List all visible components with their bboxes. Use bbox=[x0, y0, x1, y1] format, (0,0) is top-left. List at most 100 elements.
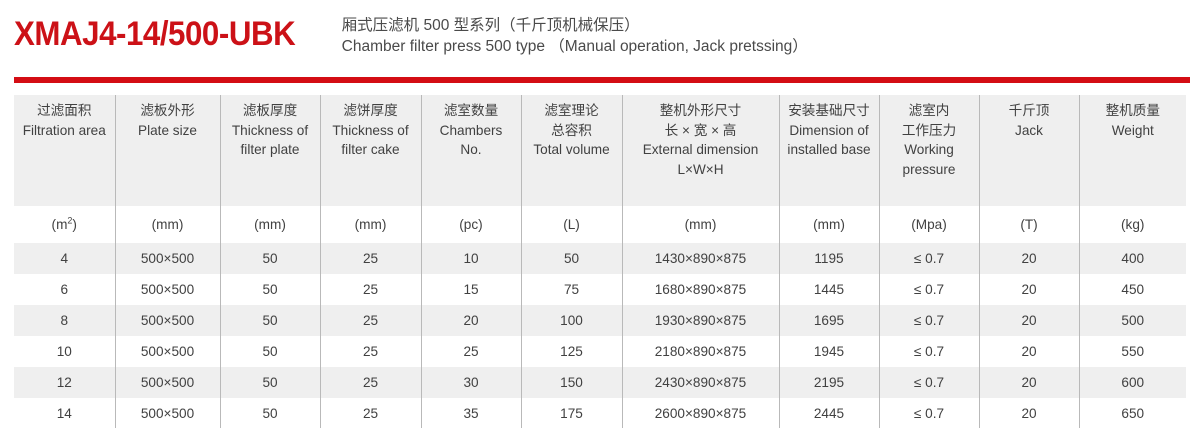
table-row: 8 500×500 50 25 20 100 1930×890×875 1695 ≤ 0.7 20… bbox=[14, 305, 1186, 336]
table-cell-c4: 10 bbox=[421, 243, 522, 274]
column-unit-6: (mm) bbox=[622, 206, 780, 243]
table-row: 6 500×500 50 25 15 75 1680×890×875 1445 ≤ 0.7 20 4… bbox=[14, 274, 1186, 305]
column-unit-0: (m2) bbox=[14, 206, 116, 243]
table-cell-c7: 1445 bbox=[779, 274, 880, 305]
table-cell-c1: 500×500 bbox=[115, 243, 221, 274]
table-body: 4 500×500 50 25 10 50 1430×890×875 1195 ≤ 0.7 20 4… bbox=[14, 243, 1186, 428]
column-header-cn: 滤饼厚度 bbox=[343, 103, 398, 118]
table-cell-c9: 20 bbox=[979, 398, 1080, 428]
table-cell-c0: 12 bbox=[14, 367, 116, 398]
table-cell-c6: 2430×890×875 bbox=[622, 367, 780, 398]
column-unit-9: (T) bbox=[979, 206, 1080, 243]
column-unit-7: (mm) bbox=[779, 206, 880, 243]
table-cell-c5: 100 bbox=[521, 305, 623, 336]
column-header-cn: 滤板厚度 bbox=[242, 103, 298, 118]
table-cell-c5: 125 bbox=[521, 336, 623, 367]
product-title-cn: 厢式压滤机 500 型系列（千斤顶机械保压） bbox=[341, 17, 640, 34]
column-header-en-line: 总容积 bbox=[551, 122, 592, 138]
table-cell-c7: 1945 bbox=[779, 336, 880, 367]
table-cell-c5: 75 bbox=[521, 274, 623, 305]
specification-table: 过滤面积 Filtration area 滤板外形 Plate size 滤板厚度 Thi… bbox=[14, 95, 1186, 428]
column-header-en-line: L×W×H bbox=[677, 161, 724, 177]
column-unit-8: (Mpa) bbox=[879, 206, 980, 243]
table-cell-c3: 25 bbox=[320, 274, 422, 305]
table-cell-c10: 500 bbox=[1079, 305, 1186, 336]
table-cell-c5: 175 bbox=[521, 398, 623, 428]
table-cell-c9: 20 bbox=[979, 367, 1080, 398]
table-cell-c1: 500×500 bbox=[115, 274, 221, 305]
table-cell-c6: 1680×890×875 bbox=[622, 274, 780, 305]
column-header-en-line: Filtration area bbox=[22, 122, 106, 138]
table-cell-c9: 20 bbox=[979, 274, 1080, 305]
column-header-en-line: pressure bbox=[902, 161, 956, 177]
product-title-block: 厢式压滤机 500 型系列（千斤顶机械保压） Chamber filter pr… bbox=[342, 12, 808, 57]
column-header-en-line: 长 × 宽 × 高 bbox=[664, 122, 737, 138]
column-header-2: 滤板厚度 Thickness of filter plate bbox=[220, 95, 321, 206]
table-cell-c1: 500×500 bbox=[115, 305, 221, 336]
column-header-en-line: Plate size bbox=[138, 122, 197, 138]
column-header-3: 滤饼厚度 Thickness of filter cake bbox=[320, 95, 422, 206]
column-header-cn: 安装基础尺寸 bbox=[788, 103, 870, 118]
column-unit-10: (kg) bbox=[1079, 206, 1186, 243]
table-cell-c4: 30 bbox=[421, 367, 522, 398]
table-cell-c10: 450 bbox=[1079, 274, 1186, 305]
table-cell-c7: 2445 bbox=[779, 398, 880, 428]
column-unit-2: (mm) bbox=[220, 206, 321, 243]
column-header-en-line: No. bbox=[460, 142, 482, 157]
table-cell-c4: 20 bbox=[421, 305, 522, 336]
column-unit-1: (mm) bbox=[115, 206, 221, 243]
table-cell-c10: 600 bbox=[1079, 367, 1186, 398]
table-cell-c10: 650 bbox=[1079, 398, 1186, 428]
table-cell-c5: 150 bbox=[521, 367, 623, 398]
column-header-cn: 滤室理论 bbox=[544, 103, 599, 118]
table-cell-c6: 1930×890×875 bbox=[622, 305, 780, 336]
column-header-cn: 千斤顶 bbox=[1008, 103, 1050, 118]
table-cell-c6: 2180×890×875 bbox=[622, 336, 780, 367]
product-header: XMAJ4-14/500-UBK 厢式压滤机 500 型系列（千斤顶机械保压） … bbox=[14, 12, 1190, 64]
column-unit-3: (mm) bbox=[320, 206, 422, 243]
column-header-8: 滤室内 工作压力 Working pressure bbox=[879, 95, 980, 206]
column-header-9: 千斤顶 Jack bbox=[979, 95, 1080, 206]
table-head: 过滤面积 Filtration area 滤板外形 Plate size 滤板厚度 Thi… bbox=[14, 95, 1186, 243]
table-cell-c2: 50 bbox=[220, 305, 321, 336]
table-cell-c8: ≤ 0.7 bbox=[879, 367, 980, 398]
column-header-en-line: External dimension bbox=[642, 142, 759, 157]
column-header-1: 滤板外形 Plate size bbox=[115, 95, 221, 206]
column-header-7: 安装基础尺寸 Dimension of installed base bbox=[779, 95, 880, 206]
column-header-10: 整机质量 Weight bbox=[1079, 95, 1186, 206]
header-red-rule bbox=[14, 77, 1190, 83]
table-cell-c2: 50 bbox=[220, 336, 321, 367]
table-cell-c3: 25 bbox=[320, 336, 422, 367]
column-unit-5: (L) bbox=[521, 206, 623, 243]
table-cell-c2: 50 bbox=[220, 367, 321, 398]
table-row: 14 500×500 50 25 35 175 2600×890×875 2445 ≤ 0.7 2… bbox=[14, 398, 1186, 428]
column-header-cn: 滤板外形 bbox=[140, 103, 195, 118]
table-cell-c2: 50 bbox=[220, 274, 321, 305]
table-cell-c7: 1695 bbox=[779, 305, 880, 336]
column-header-en-line: Chambers bbox=[439, 122, 503, 138]
table-cell-c1: 500×500 bbox=[115, 336, 221, 367]
table-cell-c5: 50 bbox=[521, 243, 623, 274]
column-header-en-line: filter plate bbox=[240, 142, 300, 157]
column-header-en-line: Dimension of bbox=[789, 122, 869, 138]
column-header-0: 过滤面积 Filtration area bbox=[14, 95, 116, 206]
table-cell-c0: 4 bbox=[14, 243, 116, 274]
model-code: XMAJ4-14/500-UBK bbox=[14, 15, 296, 53]
column-header-cn: 整机外形尺寸 bbox=[659, 103, 742, 118]
table-cell-c3: 25 bbox=[320, 398, 422, 428]
table-cell-c8: ≤ 0.7 bbox=[879, 398, 980, 428]
column-header-5: 滤室理论总容积 Total volume bbox=[521, 95, 623, 206]
table-header-row: 过滤面积 Filtration area 滤板外形 Plate size 滤板厚度 Thi… bbox=[14, 95, 1186, 206]
table-cell-c7: 1195 bbox=[779, 243, 880, 274]
column-header-6: 整机外形尺寸长 × 宽 × 高 External dimension L×W×H bbox=[622, 95, 780, 206]
column-header-4: 滤室数量 Chambers No. bbox=[421, 95, 522, 206]
column-header-en-line: Total volume bbox=[533, 142, 610, 157]
column-header-en-line: Thickness of bbox=[231, 122, 309, 138]
table-cell-c2: 50 bbox=[220, 243, 321, 274]
table-cell-c2: 50 bbox=[220, 398, 321, 428]
table-cell-c4: 25 bbox=[421, 336, 522, 367]
table-cell-c0: 14 bbox=[14, 398, 116, 428]
table-cell-c8: ≤ 0.7 bbox=[879, 305, 980, 336]
table-cell-c0: 10 bbox=[14, 336, 116, 367]
table-row: 4 500×500 50 25 10 50 1430×890×875 1195 ≤ 0.7 20 4… bbox=[14, 243, 1186, 274]
